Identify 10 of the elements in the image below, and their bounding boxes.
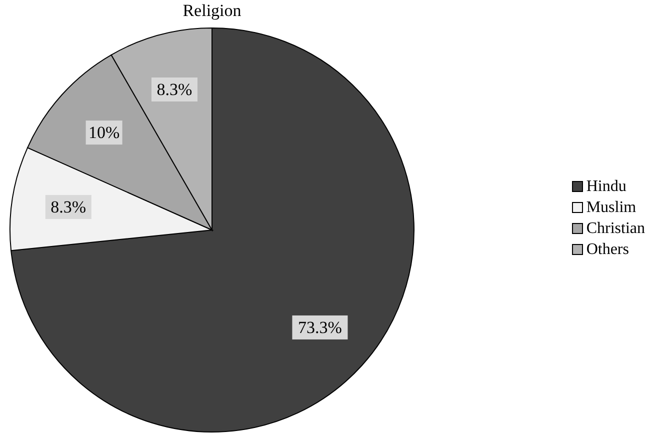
pie-slice xyxy=(10,28,414,432)
data-label: 8.3% xyxy=(50,198,86,216)
data-label: 73.3% xyxy=(298,318,342,337)
legend-label: Muslim xyxy=(586,198,636,218)
data-label: 10% xyxy=(88,123,120,142)
data-label: 8.3% xyxy=(156,80,192,99)
chart-title: Religion xyxy=(182,1,242,20)
legend-label: Hindu xyxy=(586,176,626,196)
legend-label: Christian xyxy=(586,218,645,238)
legend-label: Others xyxy=(586,240,629,260)
